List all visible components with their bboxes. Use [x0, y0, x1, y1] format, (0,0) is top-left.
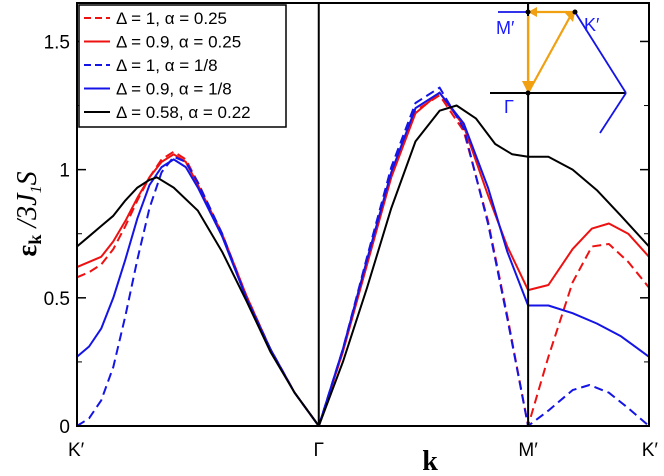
inset-arrow-head: [522, 81, 534, 93]
inset-hexagon-edge: [599, 92, 627, 134]
legend-label: Δ = 0.9, α = 0.25: [116, 33, 241, 52]
series-line-5: [76, 104, 650, 427]
legend-label: Δ = 0.58, α = 0.22: [116, 103, 251, 122]
y-tick-label: 1: [59, 161, 70, 182]
inset-point-m: [525, 9, 531, 15]
inset-path: [526, 10, 575, 94]
y-axis-title-rest: /3J: [12, 192, 43, 235]
y-axis-title-sub2: 1: [28, 185, 45, 193]
inset-arrow-head: [565, 12, 575, 22]
x-tick-label: K′: [68, 440, 85, 461]
x-tick-label: M′: [518, 440, 538, 461]
series-line-4: [76, 91, 650, 427]
y-axis-title: εk /3J1S: [12, 171, 45, 256]
y-tick-label: 1.5: [44, 32, 70, 53]
y-axis-title-sub: k: [25, 235, 45, 245]
series-line-1: [76, 94, 650, 427]
inset-point-k: [572, 9, 578, 15]
legend-label: Δ = 1, α = 0.25: [116, 9, 227, 28]
inset-hexagon-edge: [574, 11, 627, 94]
inset-arrow-head: [528, 7, 537, 17]
inset-label-m: M′: [496, 18, 515, 38]
y-tick-label: 0.5: [44, 289, 70, 310]
inset-label-k: K′: [584, 15, 600, 35]
x-tick-label: Γ: [314, 440, 324, 461]
brillouin-zone-inset: M′ K′ Γ: [490, 3, 627, 134]
plot-frame: [76, 2, 650, 427]
x-tick-label: K′: [642, 440, 659, 461]
legend-box: [78, 4, 287, 128]
y-tick-label: 0: [59, 417, 70, 438]
series-group: [76, 86, 650, 427]
series-line-3: [76, 86, 650, 427]
inset-point-gamma: [525, 90, 531, 96]
tick-labels: 0 0.5 1 1.5 K′ Γ M′ K′: [44, 32, 659, 461]
inset-label-gamma: Γ: [504, 97, 514, 117]
series-line-2: [76, 91, 650, 427]
x-axis-title: k: [422, 446, 438, 476]
legend-label: Δ = 1, α = 1/8: [116, 56, 218, 75]
legend-label: Δ = 0.9, α = 1/8: [116, 80, 232, 99]
legend: Δ = 1, α = 0.25 Δ = 0.9, α = 0.25 Δ = 1, α…: [78, 4, 287, 128]
y-axis-title-main: ε: [12, 245, 43, 257]
inset-path-gamma-to-k: [527, 14, 572, 94]
y-axis-title-end: S: [12, 171, 43, 185]
